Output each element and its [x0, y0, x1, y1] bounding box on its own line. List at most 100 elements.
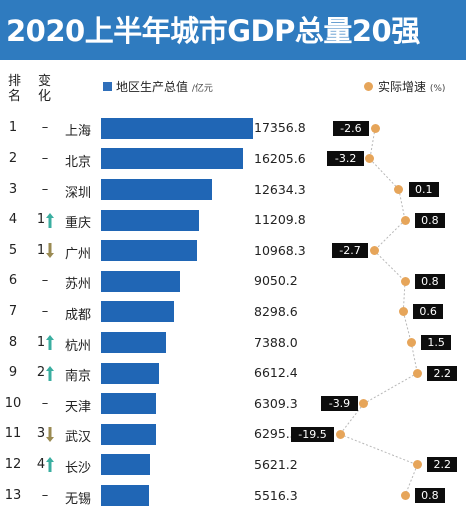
gdp-bar: [101, 117, 253, 139]
growth-value-label: -3.2: [327, 151, 364, 167]
gdp-bar: [101, 148, 243, 170]
rank-number: 11: [4, 426, 22, 442]
gdp-bar: [101, 179, 212, 200]
rank-change: –: [41, 487, 49, 503]
growth-connector-line: [404, 464, 418, 496]
gdp-bar: [101, 393, 157, 415]
rank-change: –: [41, 150, 49, 166]
rank-number: 10: [4, 395, 22, 411]
growth-connector-line: [398, 189, 406, 221]
growth-value-label: 2.2: [427, 457, 458, 473]
growth-connector-line: [402, 281, 406, 312]
growth-point: [412, 460, 422, 470]
gdp-value-label: 12634.3: [254, 181, 306, 197]
rank-number: 5: [8, 242, 18, 258]
gdp-value-label: 6309.3: [254, 395, 298, 411]
city-label: 重庆: [65, 216, 92, 232]
rank-change: –: [41, 120, 49, 136]
gdp-value-label: 17356.8: [254, 120, 306, 136]
growth-point: [369, 246, 379, 256]
arrow-down-icon: [46, 426, 54, 442]
gdp-bar: [101, 332, 166, 353]
city-label: 深圳: [65, 185, 92, 201]
growth-legend-swatch: [364, 82, 373, 91]
gdp-bar: [101, 454, 151, 476]
rank-number: 3: [8, 181, 18, 197]
growth-point: [406, 338, 416, 347]
growth-point: [412, 368, 422, 378]
city-label: 上海: [65, 124, 92, 140]
city-label: 北京: [65, 154, 92, 170]
rank-change: –: [41, 303, 49, 319]
growth-legend-unit: (%): [429, 84, 446, 94]
growth-point: [398, 307, 408, 317]
growth-value-label: 1.5: [421, 335, 451, 350]
gdp-bar: [101, 362, 159, 384]
growth-point: [335, 429, 345, 439]
rank-number: 13: [4, 487, 22, 503]
arrow-up-icon: [46, 212, 54, 228]
growth-connector-line: [410, 342, 418, 374]
gdp-legend-label: 地区生产总值: [116, 80, 189, 94]
city-label: 武汉: [65, 430, 92, 446]
title-bar: 2020上半年城市GDP总量20强: [0, 0, 466, 60]
rank-number: 6: [8, 273, 18, 289]
growth-value-label: -2.7: [331, 243, 369, 259]
growth-value-label: 0.8: [415, 212, 445, 228]
growth-connector-line: [339, 403, 365, 435]
arrow-up-icon: [46, 457, 54, 473]
growth-value-label: 0.8: [415, 273, 445, 289]
arrow-up-icon: [46, 335, 54, 350]
growth-connector-line: [402, 311, 412, 343]
rank-change: 1: [36, 334, 46, 350]
rank-change: 4: [36, 456, 46, 472]
growth-connector-line: [369, 158, 400, 190]
gdp-value-label: 6295.3: [254, 426, 298, 442]
growth-connector-line: [339, 433, 418, 466]
growth-connector-line: [373, 250, 406, 282]
rank-change: –: [41, 395, 49, 411]
growth-value-label: -19.5: [291, 426, 334, 442]
rank-change: 3: [36, 426, 46, 442]
rank-number: 2: [8, 150, 18, 166]
growth-legend-label: 实际增速: [378, 80, 427, 94]
change-header: 变 化: [38, 74, 52, 104]
gdp-bar: [101, 209, 200, 231]
gdp-bar: [101, 301, 174, 323]
rank-change: 2: [36, 365, 46, 381]
city-label: 广州: [65, 246, 92, 262]
growth-point: [400, 491, 410, 500]
rank-number: 7: [8, 303, 18, 319]
growth-point: [394, 185, 404, 194]
growth-value-label: 0.1: [408, 182, 439, 197]
city-label: 无锡: [65, 491, 92, 507]
rank-number: 9: [8, 365, 18, 381]
gdp-bar: [101, 423, 157, 445]
rank-header-line2: 名: [8, 89, 22, 104]
rank-change: 1: [36, 242, 46, 258]
growth-legend: 实际增速 (%): [378, 78, 445, 95]
gdp-value-label: 5516.3: [254, 487, 298, 503]
city-label: 杭州: [65, 338, 92, 354]
gdp-bar: [101, 240, 198, 262]
growth-connector-line: [373, 219, 406, 252]
arrow-up-icon: [46, 365, 54, 381]
growth-point: [400, 276, 410, 286]
rank-header: 排 名: [8, 74, 22, 104]
city-label: 苏州: [65, 277, 92, 293]
rank-change: –: [41, 181, 49, 197]
growth-value-label: 0.8: [415, 488, 445, 503]
growth-value-label: -2.6: [332, 120, 370, 136]
rank-change: 1: [36, 212, 46, 228]
gdp-value-label: 16205.6: [254, 150, 306, 166]
gdp-legend-swatch: [103, 82, 112, 91]
growth-connector-line: [369, 128, 376, 159]
change-header-line2: 化: [38, 89, 52, 104]
growth-value-label: 2.2: [427, 365, 458, 381]
growth-point: [365, 154, 375, 164]
rank-number: 4: [8, 212, 18, 228]
city-label: 南京: [65, 369, 92, 385]
growth-point: [359, 399, 369, 409]
growth-value-label: -3.9: [321, 396, 358, 412]
rank-number: 1: [8, 120, 18, 136]
